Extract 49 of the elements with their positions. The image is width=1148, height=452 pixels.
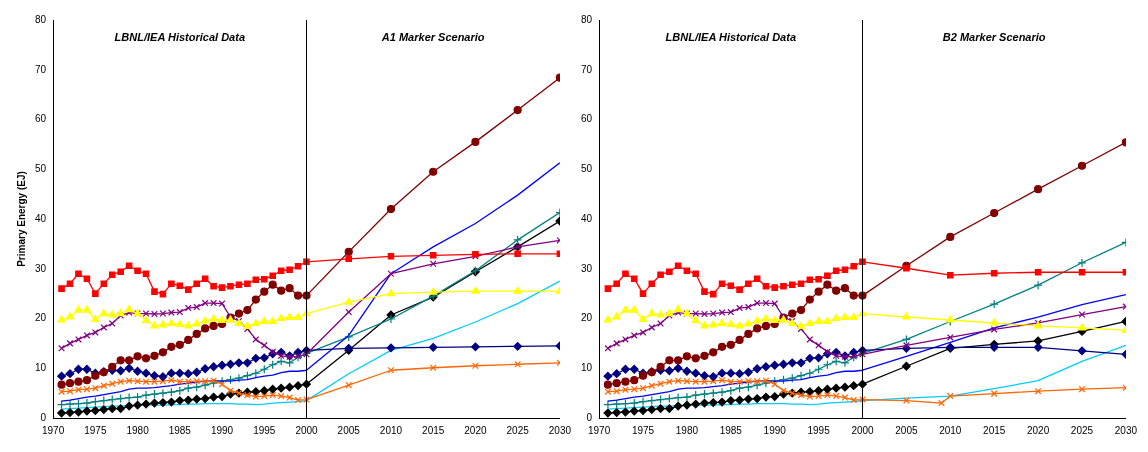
x-tick-label: 2000 [851,424,875,436]
x-tick-label: 1975 [631,424,655,436]
y-tick-label: 0 [40,411,47,423]
x-tick-label: 1980 [675,424,699,436]
x-tick-label: 2010 [939,424,962,436]
annotation: LBNL/IEA Historical Data [665,30,797,43]
x-tick-label: 2015 [983,424,1006,436]
x-tick-label: 2010 [379,424,403,436]
y-tick-label: 10 [35,362,47,373]
y-tick-label: 40 [581,212,593,224]
x-tick-label: 2030 [1114,424,1138,436]
y-tick-label: 30 [35,262,47,274]
annotation: A1 Marker Scenario [380,30,485,43]
annotation: LBNL/IEA Historical Data [114,30,246,43]
y-tick-label: 70 [35,63,47,75]
annotation: B2 Marker Scenario [942,30,1046,43]
x-tick-label: 2015 [422,424,445,436]
y-tick-label: 80 [35,13,47,25]
x-tick-label: 1990 [210,424,234,436]
y-tick-label: 60 [581,113,593,125]
y-tick-label: 60 [35,113,47,125]
x-tick-label: 1970 [588,424,611,436]
x-tick-label: 1990 [763,424,787,436]
x-tick-label: 1995 [807,424,831,436]
y-tick-label: 20 [35,312,47,324]
y-tick-label: 10 [581,362,593,373]
y-tick-label: 50 [581,163,593,174]
x-tick-label: 2025 [506,424,530,436]
x-tick-label: 2005 [895,424,918,436]
x-tick-label: 1985 [719,424,743,436]
x-tick-label: 1980 [126,424,150,436]
y-tick-label: 30 [581,262,593,274]
y-tick-label: 20 [581,312,593,324]
x-tick-label: 2020 [464,424,487,436]
x-tick-label: 1995 [253,424,276,436]
y-tick-label: 50 [35,163,47,174]
x-tick-label: 1970 [42,424,65,436]
y-tick-label: 70 [581,63,593,75]
x-tick-label: 2005 [337,424,361,436]
y-tick-label: 80 [581,13,593,25]
y-axis-title: Primary Energy (EJ) [15,171,27,267]
y-tick-label: 40 [35,212,47,224]
x-tick-label: 1985 [168,424,192,436]
x-tick-label: 2025 [1070,424,1094,436]
x-tick-label: 2030 [548,424,572,436]
x-tick-label: 1975 [84,424,107,436]
y-tick-label: 0 [586,411,593,423]
x-tick-label: 2000 [295,424,319,436]
x-tick-label: 2020 [1026,424,1050,436]
